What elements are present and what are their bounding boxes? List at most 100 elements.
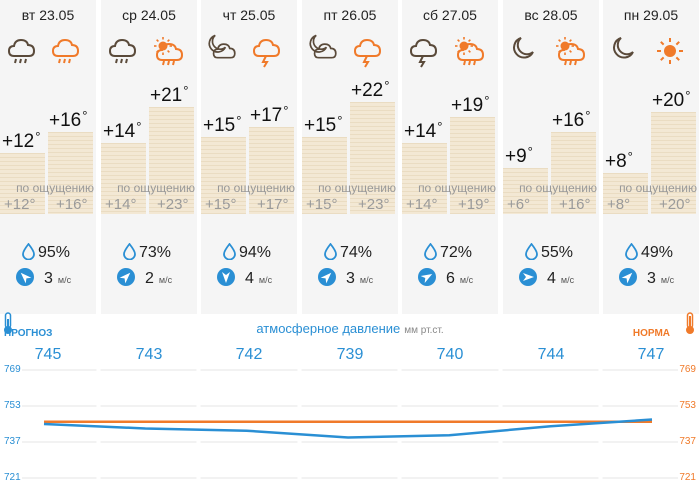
wind-direction-icon bbox=[418, 268, 436, 286]
wind-speed: 2 bbox=[145, 270, 154, 287]
pressure-tick-right: 737 bbox=[679, 436, 696, 447]
feels-night: +14° bbox=[406, 196, 438, 213]
feels-night: +6° bbox=[507, 196, 531, 213]
day-rain-cloud-icon bbox=[51, 38, 80, 64]
humidity-drop-icon bbox=[123, 242, 139, 261]
feels-day: +17° bbox=[257, 196, 289, 213]
night-temp-bar bbox=[0, 153, 45, 214]
humidity-value: 73% bbox=[139, 244, 172, 261]
day-temp-bar bbox=[651, 112, 696, 214]
humidity: 94% bbox=[223, 242, 272, 263]
pressure-unit: мм рт.ст. bbox=[404, 325, 444, 336]
day-column[interactable]: чт 25.05 +15° +17° по ощущению +15° +17°… bbox=[201, 0, 297, 486]
day-column[interactable]: пн 29.05 +8° +20° по ощущению +8° +20° 4… bbox=[603, 0, 699, 486]
forecast-pressure-line bbox=[43, 418, 653, 439]
day-temp-bar bbox=[551, 132, 596, 214]
day-temp-bar bbox=[249, 127, 294, 214]
day-date: вс 28.05 bbox=[524, 7, 578, 23]
night-temp-bar bbox=[603, 173, 648, 214]
wind: 4 м/с bbox=[519, 268, 574, 290]
day-temp: +16° bbox=[49, 108, 88, 131]
day-column[interactable]: сб 27.05 +14° +19° по ощущению +14° +19°… bbox=[402, 0, 498, 486]
humidity-value: 74% bbox=[340, 244, 373, 261]
humidity-value: 72% bbox=[440, 244, 473, 261]
pressure-tick-left: 769 bbox=[4, 364, 21, 375]
sun-cloud-rain-icon bbox=[455, 37, 485, 66]
day-date: ср 24.05 bbox=[122, 7, 176, 23]
humidity-drop-icon bbox=[625, 242, 641, 261]
pressure-value: 742 bbox=[235, 346, 263, 363]
night-thunder-cloud-icon bbox=[409, 38, 438, 68]
moon-icon bbox=[613, 37, 634, 59]
pressure-tick-right: 753 bbox=[679, 400, 696, 411]
day-column[interactable]: вс 28.05 +9° +16° по ощущению +6° +16° 5… bbox=[503, 0, 599, 486]
feels-day: +20° bbox=[659, 196, 691, 213]
wind-unit: м/с bbox=[57, 275, 72, 285]
feels-like-label: по ощущению bbox=[217, 181, 295, 195]
thunder-cloud-icon bbox=[353, 38, 382, 68]
day-date: вт 23.05 bbox=[21, 7, 75, 23]
humidity: 72% bbox=[424, 242, 473, 263]
day-temp: +22° bbox=[351, 78, 390, 101]
pressure-tick-left: 737 bbox=[4, 436, 21, 447]
humidity-drop-icon bbox=[525, 242, 541, 261]
humidity-value: 49% bbox=[641, 244, 674, 261]
wind: 2 м/с bbox=[117, 268, 172, 290]
humidity-value: 55% bbox=[541, 244, 574, 261]
wind: 4 м/с bbox=[217, 268, 272, 290]
night-temp: +12° bbox=[2, 129, 41, 152]
wind-unit: м/с bbox=[258, 275, 273, 285]
wind: 3 м/с bbox=[16, 268, 71, 290]
night-temp: +9° bbox=[505, 144, 533, 167]
night-rain-cloud-icon bbox=[7, 38, 36, 64]
night-temp: +15° bbox=[304, 113, 343, 136]
day-column[interactable]: вт 23.05 +12° +16° по ощущению +12° +16°… bbox=[0, 0, 96, 486]
feels-like-label: по ощущению bbox=[117, 181, 195, 195]
day-temp: +16° bbox=[552, 108, 591, 131]
feels-day: +23° bbox=[358, 196, 390, 213]
wind-direction-icon bbox=[519, 268, 537, 286]
pressure-title: атмосферное давление мм рт.ст. bbox=[0, 321, 700, 336]
day-column[interactable]: ср 24.05 +14° +21° по ощущению +14° +23°… bbox=[101, 0, 197, 486]
day-temp-bar bbox=[149, 107, 194, 214]
day-date: пн 29.05 bbox=[623, 7, 679, 23]
humidity: 95% bbox=[22, 242, 71, 263]
wind-speed: 3 bbox=[44, 270, 53, 287]
thermometer-norm-icon bbox=[686, 312, 694, 334]
wind-direction-icon bbox=[619, 268, 637, 286]
day-column[interactable]: пт 26.05 +15° +22° по ощущению +15° +23°… bbox=[302, 0, 398, 486]
wind-direction-icon bbox=[318, 268, 336, 286]
night-temp-bar bbox=[101, 143, 146, 214]
humidity-value: 94% bbox=[239, 244, 272, 261]
pressure-value: 744 bbox=[537, 346, 565, 363]
norm-label: НОРМА bbox=[632, 328, 670, 339]
sun-cloud-rain-icon bbox=[556, 37, 586, 66]
wind: 6 м/с bbox=[418, 268, 473, 290]
feels-night: +8° bbox=[607, 196, 631, 213]
thunder-cloud-icon bbox=[252, 38, 281, 68]
day-temp: +17° bbox=[250, 103, 289, 126]
night-temp: +15° bbox=[203, 113, 242, 136]
wind-speed: 4 bbox=[245, 270, 254, 287]
wind-unit: м/с bbox=[359, 275, 374, 285]
humidity-drop-icon bbox=[424, 242, 440, 261]
night-temp: +14° bbox=[404, 119, 443, 142]
pressure-tick-left: 721 bbox=[4, 472, 21, 483]
pressure-tick-right: 721 bbox=[679, 472, 696, 483]
feels-like-label: по ощущению bbox=[519, 181, 597, 195]
feels-like-label: по ощущению bbox=[16, 181, 94, 195]
humidity: 73% bbox=[123, 242, 172, 263]
night-temp: +14° bbox=[103, 119, 142, 142]
sun-icon bbox=[657, 38, 683, 64]
humidity-drop-icon bbox=[22, 242, 38, 261]
feels-like-label: по ощущению bbox=[418, 181, 496, 195]
feels-day: +19° bbox=[458, 196, 490, 213]
day-date: пт 26.05 bbox=[323, 7, 377, 23]
wind-direction-icon bbox=[217, 268, 235, 286]
humidity-drop-icon bbox=[223, 242, 239, 261]
feels-night: +12° bbox=[4, 196, 36, 213]
humidity-value: 95% bbox=[38, 244, 71, 261]
wind-speed: 3 bbox=[647, 270, 656, 287]
